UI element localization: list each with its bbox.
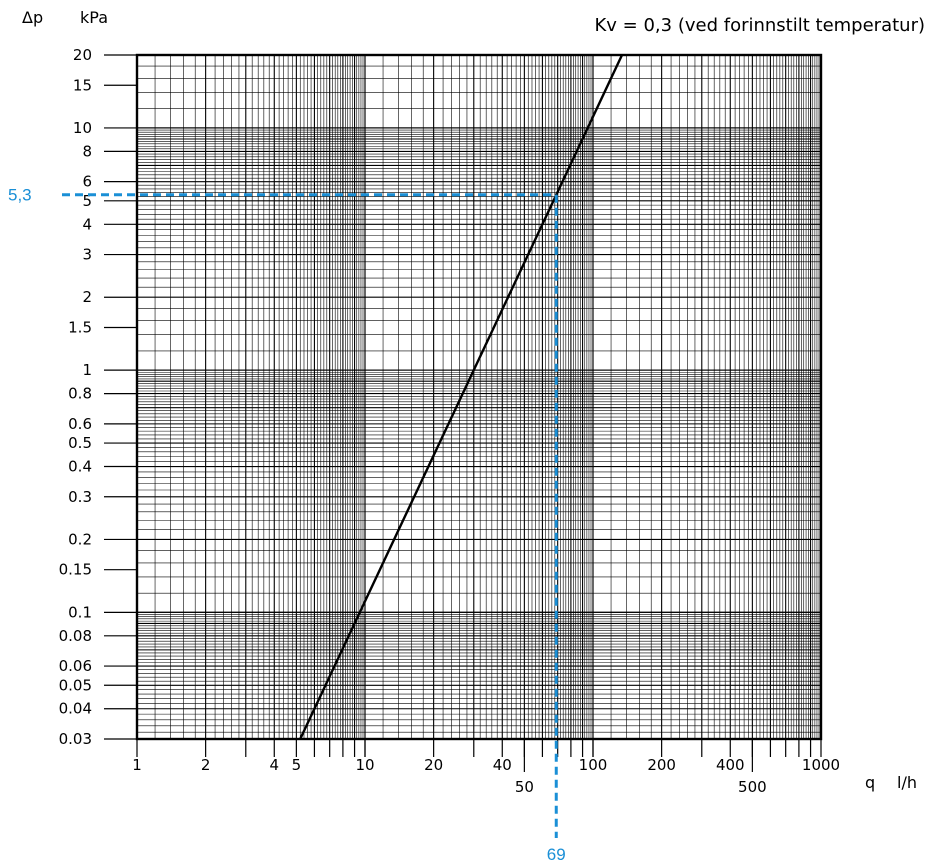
y-tick-label: 0.1 [68, 603, 92, 621]
y-tick-label: 0.2 [68, 530, 92, 548]
reading-annotation: 5,3 69 [8, 186, 566, 864]
x-axis-label: q [865, 773, 875, 792]
y-tick-label: 0.04 [59, 700, 92, 718]
y-tick-label: 0.06 [59, 657, 92, 675]
y-tick-label: 1 [82, 361, 92, 379]
y-tick-label: 0.5 [68, 434, 92, 452]
x-tick-label: 4 [269, 756, 279, 774]
x-tick-label: 10 [355, 756, 374, 774]
x-tick-label: 100 [579, 756, 608, 774]
y-tick-label: 8 [82, 142, 92, 160]
y-tick-label: 1.5 [68, 318, 92, 336]
y-tick-label: 0.03 [59, 730, 92, 748]
y-tick-label: 0.4 [68, 458, 92, 476]
grid [135, 53, 823, 741]
x-tick-label: 40 [493, 756, 512, 774]
series-line [299, 54, 624, 740]
y-tick-label: 20 [73, 46, 92, 64]
y-tick-label: 0.15 [59, 561, 92, 579]
reading-x-label: 69 [547, 845, 566, 864]
plot-frame [135, 53, 823, 741]
x-axis-unit: l/h [897, 773, 917, 792]
y-tick-label: 2 [82, 288, 92, 306]
y-tick-label: 0.6 [68, 415, 92, 433]
x-tick-label: 20 [424, 756, 443, 774]
y-tick-label: 4 [82, 215, 92, 233]
x-tick-label: 1 [132, 756, 142, 774]
series [299, 54, 624, 740]
chart-title: Kv = 0,3 (ved forinnstilt temperatur) [595, 15, 926, 36]
x-tick-label: 400 [716, 756, 745, 774]
y-tick-label: 10 [73, 119, 92, 137]
y-tick-label: 0.8 [68, 385, 92, 403]
tick-labels: 2015108654321.510.80.60.50.40.30.20.150.… [59, 46, 841, 796]
y-axis-label: Δp [22, 8, 43, 27]
y-tick-label: 15 [73, 76, 92, 94]
x-tick-label: 1000 [802, 756, 840, 774]
x-tick-label: 5 [292, 756, 302, 774]
x-tick-label: 200 [647, 756, 676, 774]
y-tick-label: 6 [82, 173, 92, 191]
y-tick-label: 5 [82, 192, 92, 210]
y-tick-label: 0.3 [68, 488, 92, 506]
y-tick-label: 3 [82, 246, 92, 264]
y-axis-unit: kPa [80, 8, 108, 27]
x-tick-label: 2 [201, 756, 211, 774]
x-tick-label: 50 [515, 778, 534, 796]
y-tick-label: 0.05 [59, 676, 92, 694]
y-tick-label: 0.08 [59, 627, 92, 645]
x-tick-label: 500 [738, 778, 767, 796]
reading-y-label: 5,3 [8, 186, 32, 205]
